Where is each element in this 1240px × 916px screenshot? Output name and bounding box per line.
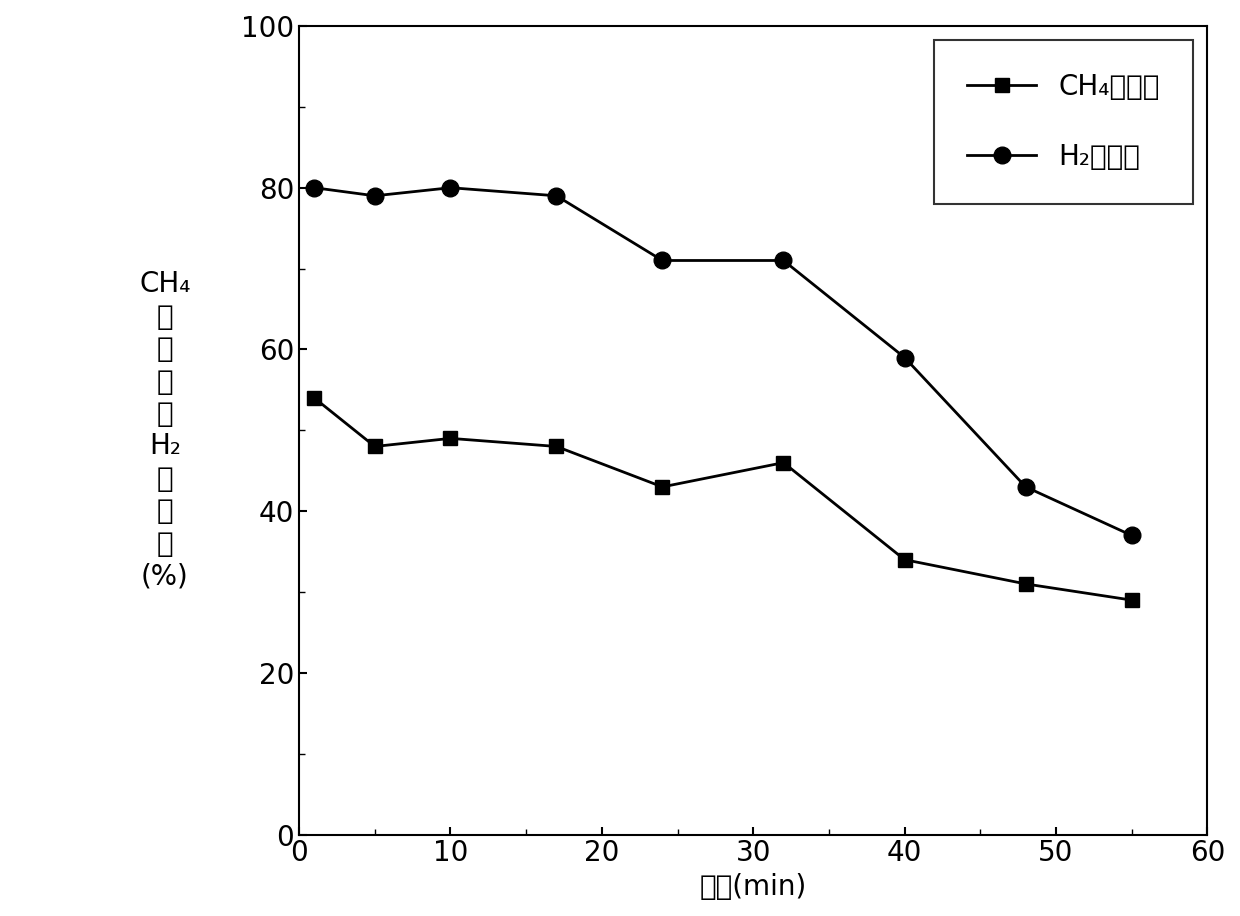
- H₂选择性: [1018, 482, 1033, 493]
- CH₄转化率: [1018, 578, 1033, 589]
- CH₄转化率: [655, 482, 670, 493]
- CH₄转化率: [776, 457, 791, 468]
- H₂选择性: [898, 352, 913, 363]
- CH₄转化率: [306, 392, 321, 403]
- H₂选择性: [1125, 530, 1140, 541]
- Legend: CH₄转化率, H₂选择性: CH₄转化率, H₂选择性: [934, 40, 1193, 204]
- Line: H₂选择性: H₂选择性: [306, 180, 1140, 544]
- CH₄转化率: [1125, 594, 1140, 605]
- H₂选择性: [776, 255, 791, 266]
- CH₄转化率: [443, 433, 458, 444]
- Y-axis label: CH₄
转
化
率
或
H₂
选
择
性
(%): CH₄ 转 化 率 或 H₂ 选 择 性 (%): [139, 270, 191, 590]
- Line: CH₄转化率: CH₄转化率: [308, 391, 1138, 607]
- H₂选择性: [443, 182, 458, 193]
- X-axis label: 时间(min): 时间(min): [699, 873, 807, 901]
- H₂选择性: [306, 182, 321, 193]
- CH₄转化率: [367, 441, 382, 452]
- H₂选择性: [367, 191, 382, 202]
- CH₄转化率: [549, 441, 564, 452]
- H₂选择性: [655, 255, 670, 266]
- CH₄转化率: [898, 554, 913, 565]
- H₂选择性: [549, 191, 564, 202]
